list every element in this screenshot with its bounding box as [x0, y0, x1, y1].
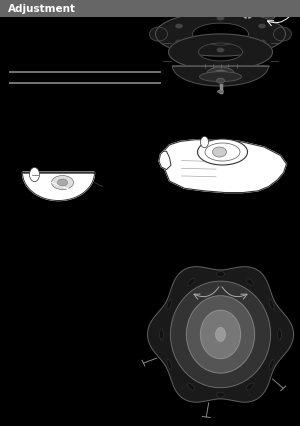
- Ellipse shape: [218, 90, 224, 93]
- Ellipse shape: [220, 12, 275, 22]
- Ellipse shape: [212, 147, 226, 157]
- Ellipse shape: [258, 23, 266, 29]
- Ellipse shape: [217, 392, 224, 397]
- Polygon shape: [159, 151, 171, 170]
- Ellipse shape: [167, 360, 172, 370]
- Ellipse shape: [175, 40, 183, 45]
- Ellipse shape: [214, 70, 227, 78]
- Ellipse shape: [160, 329, 163, 340]
- Ellipse shape: [217, 272, 224, 276]
- Ellipse shape: [149, 27, 167, 41]
- FancyBboxPatch shape: [0, 0, 300, 17]
- Ellipse shape: [52, 176, 74, 190]
- Circle shape: [200, 136, 208, 148]
- Polygon shape: [164, 140, 286, 193]
- Ellipse shape: [175, 23, 183, 29]
- Ellipse shape: [258, 40, 266, 45]
- Ellipse shape: [246, 279, 254, 286]
- Polygon shape: [200, 310, 241, 359]
- Text: Adjustment: Adjustment: [8, 3, 76, 14]
- Polygon shape: [169, 34, 272, 70]
- Ellipse shape: [205, 143, 240, 161]
- Polygon shape: [22, 173, 94, 201]
- Polygon shape: [170, 281, 271, 388]
- Ellipse shape: [269, 299, 274, 309]
- Polygon shape: [155, 12, 286, 56]
- Circle shape: [215, 327, 226, 342]
- Ellipse shape: [274, 27, 292, 41]
- Ellipse shape: [197, 139, 248, 165]
- Ellipse shape: [217, 78, 224, 83]
- Polygon shape: [148, 267, 293, 402]
- Polygon shape: [187, 296, 254, 373]
- Ellipse shape: [269, 360, 274, 370]
- Text: ◄ ►: ◄ ►: [243, 14, 252, 20]
- Ellipse shape: [200, 72, 242, 82]
- Ellipse shape: [167, 299, 172, 309]
- Ellipse shape: [188, 383, 195, 390]
- Polygon shape: [172, 66, 268, 86]
- Ellipse shape: [246, 383, 254, 390]
- Ellipse shape: [278, 329, 281, 340]
- Ellipse shape: [58, 179, 68, 186]
- Ellipse shape: [217, 16, 224, 20]
- Circle shape: [29, 167, 40, 181]
- Ellipse shape: [217, 48, 224, 52]
- Ellipse shape: [206, 67, 235, 81]
- Ellipse shape: [188, 279, 195, 286]
